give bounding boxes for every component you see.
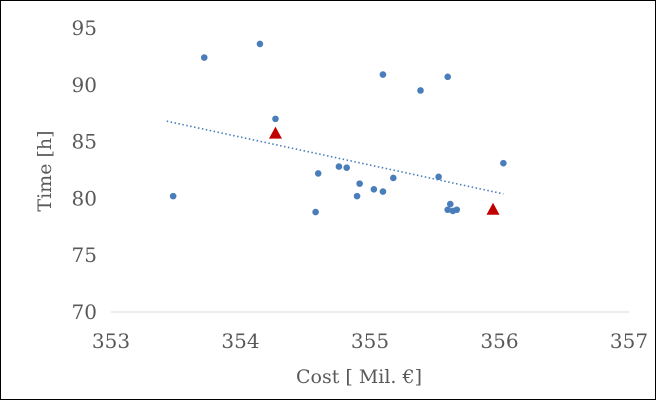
x-tick-label: 356: [480, 329, 518, 353]
data-point: [379, 188, 387, 195]
data-point: [417, 87, 424, 94]
data-point: [390, 174, 397, 182]
y-tick-label: 90: [72, 73, 97, 97]
highlight-point: [486, 202, 500, 215]
data-point: [435, 173, 442, 181]
data-point: [272, 115, 279, 123]
x-tick-labels: 353 354 355 356 357: [92, 329, 648, 353]
y-tick-label: 85: [72, 130, 97, 154]
data-point: [453, 206, 461, 214]
trendline: [166, 120, 504, 195]
x-tick-label: 355: [351, 329, 389, 353]
data-point: [314, 170, 322, 177]
y-tick-label: 75: [72, 243, 97, 267]
y-tick-label: 95: [72, 16, 97, 40]
data-point: [379, 71, 387, 78]
data-point: [335, 163, 343, 170]
x-tick-label: 354: [221, 329, 259, 353]
data-point: [500, 159, 507, 167]
x-axis-title: Cost [ Mil. €]: [296, 366, 422, 388]
data-point: [356, 180, 363, 187]
x-tick-label: 357: [610, 329, 648, 353]
data-point: [444, 206, 452, 214]
data-point: [343, 164, 350, 172]
data-point: [444, 73, 452, 81]
x-tick-label: 353: [92, 329, 130, 353]
y-axis-title: Time [h]: [34, 130, 56, 211]
y-tick-labels: 70 75 80 85 90 95: [72, 16, 97, 324]
y-tick-label: 80: [72, 186, 97, 210]
data-point: [446, 200, 454, 208]
data-point: [370, 186, 378, 193]
data-point: [256, 40, 264, 48]
data-point: [353, 192, 361, 200]
highlight-point: [268, 126, 282, 139]
data-points: [169, 40, 507, 216]
data-point: [200, 54, 208, 61]
y-tick-label: 70: [72, 300, 97, 324]
data-point: [169, 192, 177, 200]
data-point: [312, 208, 319, 216]
